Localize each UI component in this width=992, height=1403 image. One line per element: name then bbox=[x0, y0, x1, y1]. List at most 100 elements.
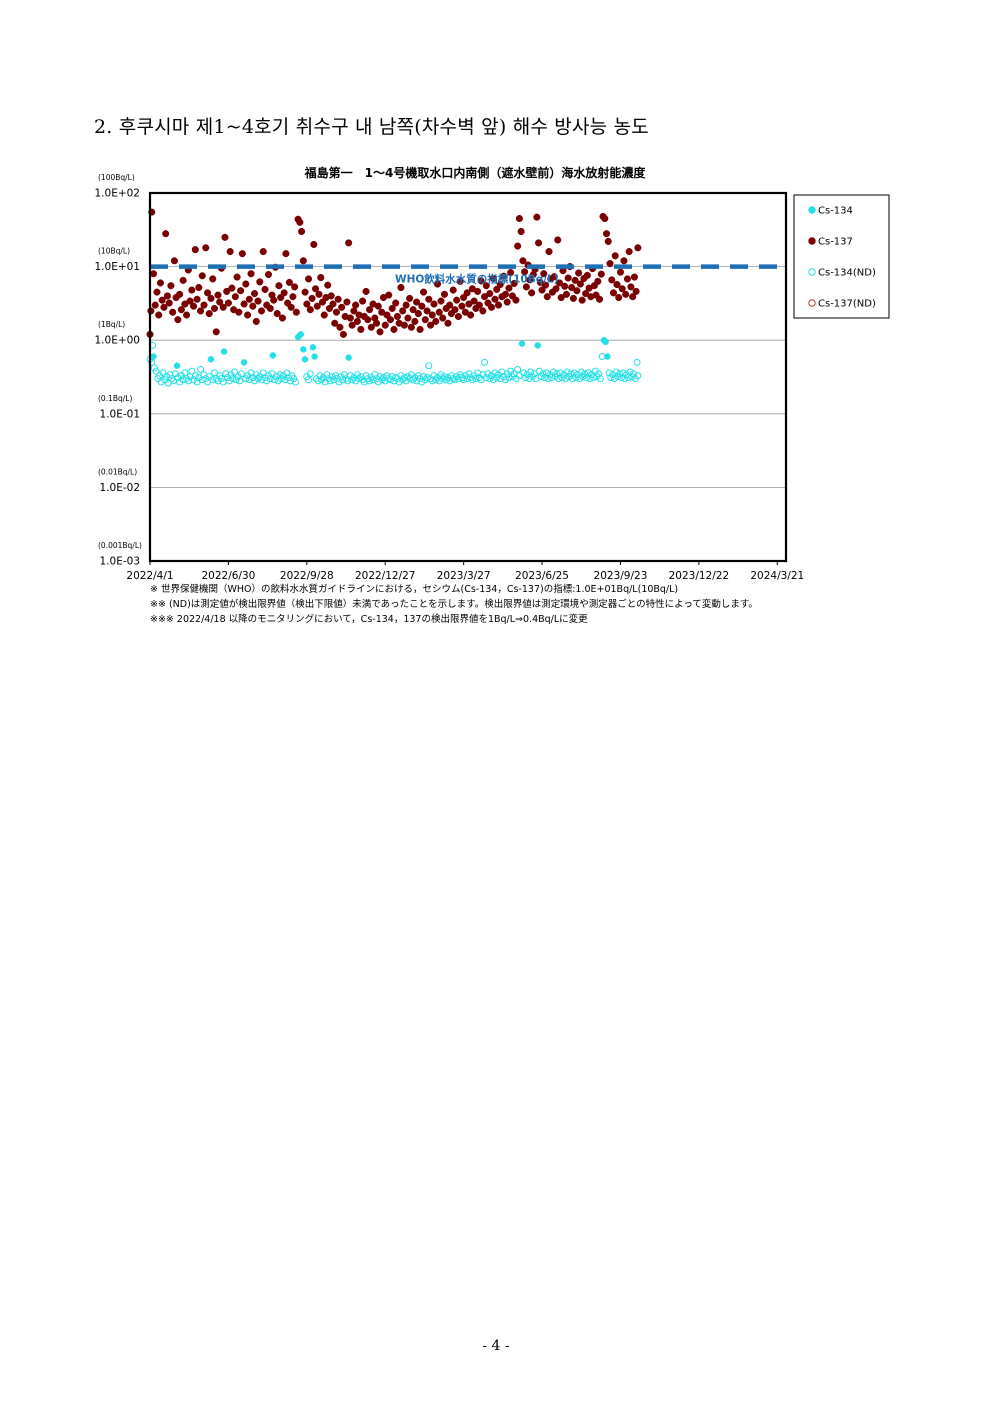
cs134-nd-point bbox=[291, 378, 299, 386]
y-tick-unit-label: (10Bq/L) bbox=[98, 247, 130, 256]
cs134-nd-point bbox=[577, 368, 585, 376]
cs137-point bbox=[346, 314, 354, 322]
cs134-nd-point bbox=[283, 369, 291, 377]
cs134-nd-point bbox=[157, 378, 165, 386]
cs137-point bbox=[200, 301, 208, 309]
cs134-nd-point bbox=[520, 369, 528, 377]
cs137-point bbox=[155, 311, 163, 319]
cs137-point bbox=[449, 286, 457, 294]
cs134-nd-point bbox=[463, 375, 471, 383]
cs137-point bbox=[496, 281, 504, 289]
cs137-point bbox=[254, 297, 262, 305]
legend-marker-cs134 bbox=[808, 206, 816, 214]
cs137-point bbox=[526, 276, 534, 284]
cs134-nd-point bbox=[274, 377, 282, 385]
cs134-nd-point bbox=[195, 374, 203, 382]
cs137-point bbox=[479, 307, 487, 315]
cs134-nd-point bbox=[184, 377, 192, 385]
cs134-nd-point bbox=[352, 377, 360, 385]
cs137-point bbox=[233, 273, 241, 281]
cs137-point bbox=[634, 244, 642, 252]
cs137-point bbox=[158, 296, 166, 304]
legend-box bbox=[793, 194, 890, 319]
cs137-point bbox=[432, 317, 440, 325]
cs137-point bbox=[602, 230, 611, 238]
cs137-point bbox=[489, 274, 497, 283]
cs137-point bbox=[183, 311, 191, 319]
cs134-point bbox=[604, 353, 611, 360]
cs134-nd-series bbox=[146, 341, 642, 387]
cs137-point bbox=[611, 252, 619, 260]
cs134-nd-point bbox=[353, 371, 361, 379]
cs134-nd-point bbox=[237, 370, 245, 378]
y-tick-label: 1.0E+01 bbox=[95, 261, 141, 273]
cs137-point bbox=[245, 295, 253, 303]
chart-legend: Cs-134 Cs-137 Cs-134(ND) Cs-137(ND) bbox=[793, 194, 890, 319]
cs137-point bbox=[339, 330, 347, 338]
cs137-point bbox=[541, 281, 550, 289]
cs134-nd-point bbox=[152, 367, 160, 375]
cs137-point bbox=[313, 302, 321, 310]
cs134-nd-point bbox=[404, 373, 412, 381]
cs137-point bbox=[418, 302, 426, 310]
x-tick-label: 2022/4/1 bbox=[126, 570, 173, 582]
cs137-point bbox=[606, 260, 614, 268]
cs137-point bbox=[252, 317, 260, 325]
y-tick-label: 1.0E-01 bbox=[100, 408, 140, 420]
cs134-point bbox=[309, 344, 317, 351]
cs134-nd-point bbox=[326, 377, 334, 385]
cs137-point bbox=[507, 269, 515, 277]
cs137-point bbox=[416, 325, 424, 333]
cs134-nd-point bbox=[576, 375, 584, 383]
x-tick-label: 2023/3/27 bbox=[437, 570, 491, 582]
cs137-point bbox=[613, 281, 621, 289]
cs134-nd-point bbox=[252, 371, 260, 379]
cs137-point bbox=[426, 321, 435, 329]
cs137-point bbox=[402, 301, 410, 309]
cs134-point bbox=[301, 356, 309, 363]
cs137-point bbox=[623, 275, 631, 283]
cs137-point bbox=[629, 293, 637, 301]
cs134-nd-point bbox=[258, 376, 266, 384]
cs137-point bbox=[597, 270, 605, 278]
cs137-point bbox=[505, 284, 513, 292]
cs134-nd-point bbox=[373, 375, 381, 383]
x-tick-label: 2022/12/27 bbox=[355, 570, 416, 582]
cs134-nd-point bbox=[595, 370, 603, 378]
cs134-nd-point bbox=[437, 371, 445, 379]
cs137-point bbox=[582, 290, 590, 298]
cs134-nd-point bbox=[496, 375, 504, 383]
cs137-point bbox=[451, 306, 459, 314]
cs134-nd-point bbox=[634, 372, 642, 380]
cs137-point bbox=[601, 214, 609, 223]
radioactivity-chart: (100Bq/L) 1.0E+02 (10Bq/L) 1.0E+01 (1Bq/L) 1.… bbox=[95, 173, 890, 582]
cs137-point bbox=[510, 279, 518, 288]
x-tick-label: 2023/9/23 bbox=[594, 570, 648, 582]
cs134-nd-point bbox=[209, 376, 217, 384]
cs137-point bbox=[310, 240, 318, 248]
cs137-point bbox=[275, 282, 283, 290]
cs137-point bbox=[414, 310, 422, 318]
cs137-point bbox=[190, 302, 198, 310]
cs137-point bbox=[250, 290, 259, 298]
cs134-nd-point bbox=[191, 372, 199, 380]
cs134-nd-point bbox=[399, 376, 407, 384]
cs134-nd-point bbox=[541, 374, 549, 382]
legend-label-cs137-nd: Cs-137(ND) bbox=[818, 299, 876, 310]
cs137-point bbox=[207, 294, 215, 302]
cs137-point bbox=[388, 304, 396, 313]
cs137-point bbox=[522, 283, 530, 291]
legend-marker-cs134-nd bbox=[808, 268, 816, 276]
cs137-point bbox=[374, 302, 382, 310]
cs137-point bbox=[289, 293, 297, 301]
cs134-nd-point bbox=[453, 373, 461, 381]
cs137-point bbox=[303, 300, 311, 308]
cs137-point bbox=[512, 296, 520, 304]
cs137-point bbox=[433, 280, 442, 288]
y-tick-unit-label: (0.01Bq/L) bbox=[98, 467, 137, 476]
cs137-point bbox=[366, 306, 374, 314]
cs134-nd-point bbox=[633, 358, 641, 366]
cs134-point bbox=[297, 331, 304, 338]
cs137-point bbox=[571, 276, 579, 284]
cs134-nd-point bbox=[505, 374, 513, 382]
